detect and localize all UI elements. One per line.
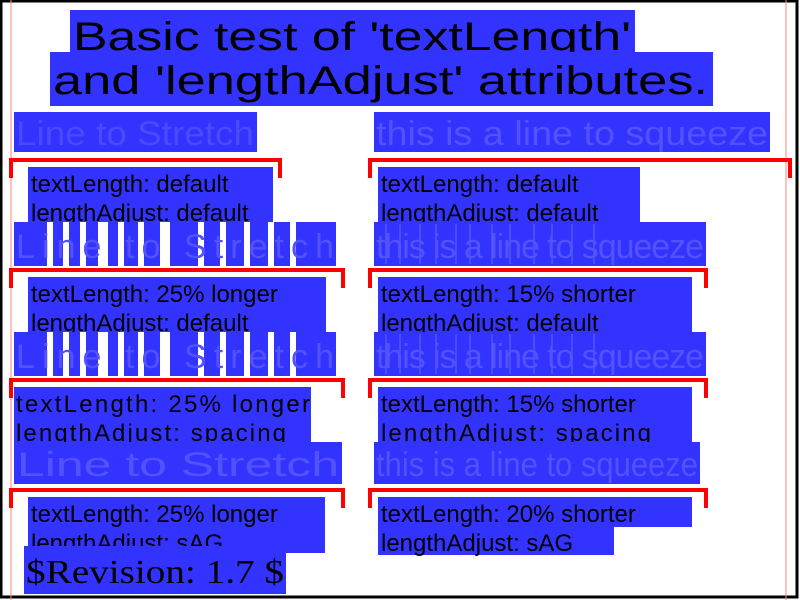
right-heading: this is a line to squeeze — [376, 115, 768, 153]
right-sample-3-highlight — [374, 332, 706, 376]
title-line2-highlight — [50, 52, 713, 106]
left-caption-2-highlight — [28, 277, 326, 335]
revision-text: $Revision: 1.7 $ — [26, 554, 284, 591]
bracket-right-1 — [368, 158, 792, 178]
right-sample-4: this is a line to squeeze — [376, 446, 698, 484]
left-sample-2-gaps — [47, 222, 296, 266]
left-caption-1a: textLength: default — [31, 171, 229, 198]
bracket-left-2 — [9, 268, 345, 288]
left-sample-4: Line to Stretch — [17, 446, 339, 484]
right-sample-4-highlight — [374, 442, 700, 484]
revision-highlight — [24, 546, 286, 594]
right-sample-2-lines — [385, 224, 595, 264]
bracket-left-1 — [9, 158, 282, 178]
left-caption-4a: textLength: 25% longer — [31, 501, 278, 528]
right-column: this is a line to squeeze textLength: de… — [368, 112, 792, 557]
right-caption-4b: lengthAdjust: sAG — [381, 530, 573, 557]
right-caption-2-highlight — [378, 277, 692, 335]
left-caption-4-highlight — [28, 497, 325, 553]
right-sample-3-lines — [385, 334, 595, 374]
left-sample-3-gaps — [47, 332, 296, 376]
left-sample-2: Line to Stretch — [16, 228, 334, 266]
right-caption-4b-highlight — [378, 527, 614, 555]
title-line2: and 'lengthAdjust' attributes. — [53, 59, 708, 103]
right-caption-3-highlight — [378, 387, 692, 445]
left-column: Line to Stretch Line to Stretch textLeng… — [9, 112, 345, 557]
left-sample-4-highlight — [14, 442, 342, 484]
left-heading-highlight — [14, 112, 257, 152]
right-sample-3: this is a line to squeeze — [376, 338, 704, 376]
bracket-left-4 — [9, 488, 345, 508]
title-line1: Basic test of 'textLength' — [73, 15, 631, 59]
left-heading-visible: Line to Stretch — [16, 115, 254, 153]
right-caption-2a: textLength: 15% shorter — [381, 281, 636, 308]
left-caption-2a: textLength: 25% longer — [31, 281, 278, 308]
right-caption-4-highlight — [378, 497, 692, 527]
left-caption-3a: textLength: 25% longer — [16, 391, 310, 418]
bracket-left-3 — [9, 378, 345, 398]
left-sample-3: Line to Stretch — [16, 338, 334, 376]
bracket-right-3 — [368, 378, 708, 398]
bracket-right-2 — [368, 268, 708, 288]
right-caption-1-highlight — [378, 167, 640, 225]
right-caption-3a: textLength: 15% shorter — [381, 391, 636, 418]
right-caption-1a: textLength: default — [381, 171, 579, 198]
bracket-right-4 — [368, 488, 708, 508]
right-sample-2: this is a line to squeeze — [376, 228, 704, 266]
left-caption-3-highlight — [14, 387, 311, 445]
right-heading-highlight — [374, 112, 770, 152]
left-caption-1-highlight — [28, 167, 273, 225]
right-sample-2-highlight — [374, 222, 706, 266]
right-caption-4a: textLength: 20% shorter — [381, 501, 636, 528]
